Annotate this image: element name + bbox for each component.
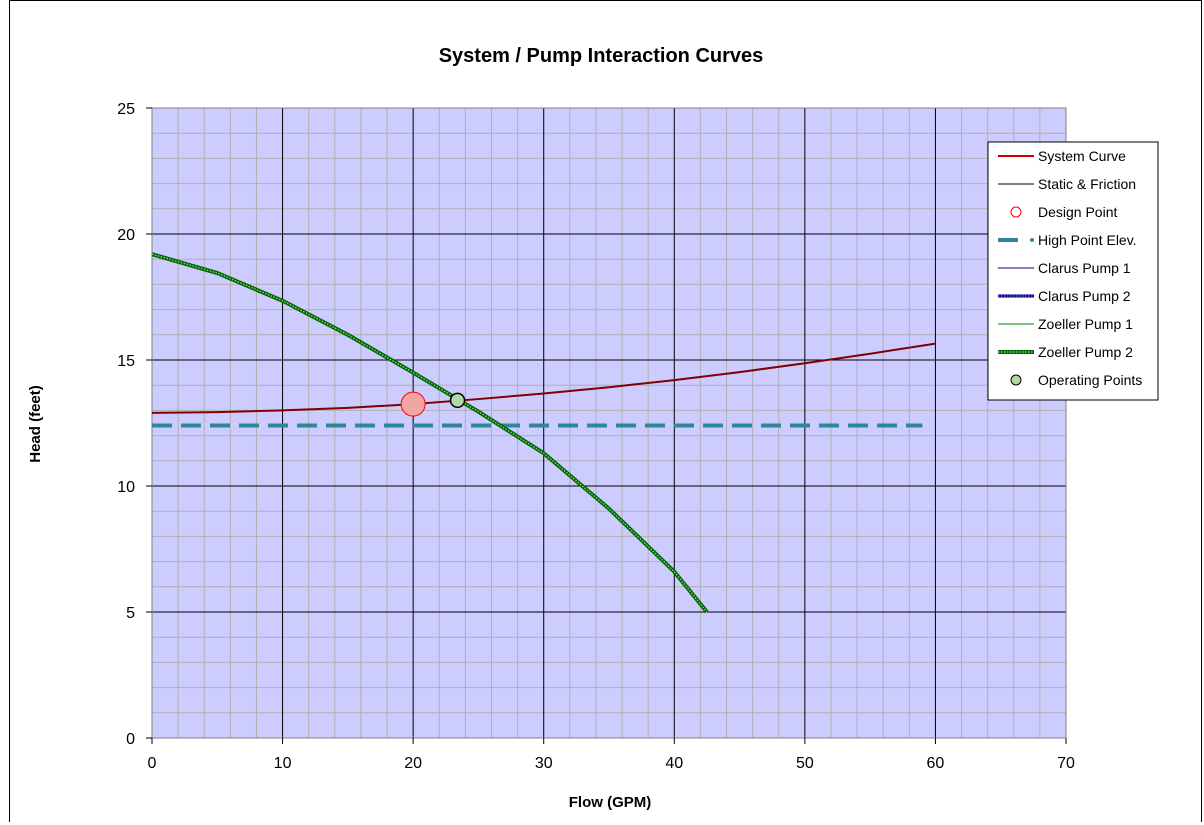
x-tick-label: 70 xyxy=(1057,755,1075,772)
legend-label-static-friction: Static & Friction xyxy=(1038,176,1136,192)
design-point-marker xyxy=(400,391,426,417)
legend-label-system-curve: System Curve xyxy=(1038,148,1126,164)
x-tick-label: 10 xyxy=(274,755,292,772)
legend-symbol-design-point xyxy=(1010,206,1022,218)
y-axis-ticks: 0 5 10 15 20 25 xyxy=(117,101,152,748)
y-tick-label: 10 xyxy=(117,479,135,496)
y-tick-label: 0 xyxy=(126,731,135,748)
plot-area xyxy=(152,108,1066,738)
x-tick-label: 0 xyxy=(148,755,157,772)
y-axis-title: Head (feet) xyxy=(27,385,44,463)
legend-box xyxy=(987,141,1159,401)
chart-title: System / Pump Interaction Curves xyxy=(439,45,764,67)
legend-symbol-operating-points xyxy=(1010,374,1022,386)
legend-label-clarus-pump-1: Clarus Pump 1 xyxy=(1038,260,1131,276)
x-tick-label: 60 xyxy=(927,755,945,772)
legend: System Curve Static & Friction Design Poin… xyxy=(987,141,1159,401)
operating-point-marker xyxy=(449,392,466,409)
series-system-curve xyxy=(151,342,936,414)
legend-label-high-point-elev: High Point Elev. xyxy=(1038,232,1137,248)
y-tick-label: 5 xyxy=(126,605,135,622)
x-tick-label: 40 xyxy=(665,755,683,772)
plot-border xyxy=(151,107,1067,739)
x-tick-label: 30 xyxy=(535,755,553,772)
legend-label-zoeller-pump-1: Zoeller Pump 1 xyxy=(1038,316,1133,332)
legend-symbol-high-point-elev-dot xyxy=(1030,238,1034,242)
y-tick-label: 15 xyxy=(117,353,135,370)
series-zoeller-pump-2-pattern xyxy=(151,253,708,613)
x-axis-ticks: 0 10 20 30 40 50 60 70 xyxy=(148,738,1075,772)
legend-label-zoeller-pump-2: Zoeller Pump 2 xyxy=(1038,344,1133,360)
x-axis-title: Flow (GPM) xyxy=(569,794,652,811)
minor-grid xyxy=(152,108,1066,738)
legend-label-design-point: Design Point xyxy=(1038,204,1117,220)
y-tick-label: 25 xyxy=(117,101,135,118)
x-tick-label: 50 xyxy=(796,755,814,772)
series-layer xyxy=(151,252,936,614)
legend-label-clarus-pump-2: Clarus Pump 2 xyxy=(1038,288,1131,304)
y-tick-label: 20 xyxy=(117,227,135,244)
legend-label-operating-points: Operating Points xyxy=(1038,372,1142,388)
x-tick-label: 20 xyxy=(404,755,422,772)
chart-frame xyxy=(9,0,1202,822)
